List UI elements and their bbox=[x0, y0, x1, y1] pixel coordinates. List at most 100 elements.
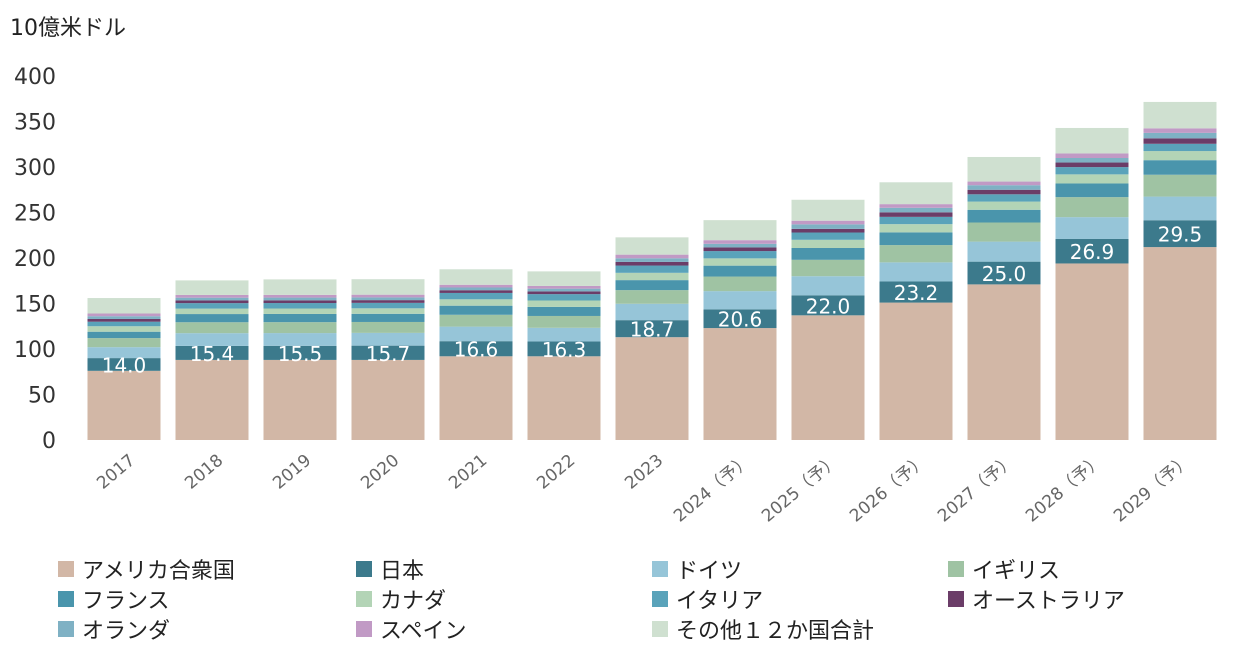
bar-segment bbox=[439, 299, 513, 306]
bar-segment bbox=[1143, 196, 1217, 221]
bar-segment bbox=[439, 305, 513, 315]
bar-segment bbox=[527, 285, 601, 289]
stacked-bar-chart: 10億米ドル 0 50 100 150 200 250 300 350 400 14.0 15.4… bbox=[10, 16, 1217, 527]
bar-segment bbox=[439, 284, 513, 288]
x-tick-label: 2021 bbox=[445, 451, 491, 494]
bar-segment bbox=[879, 212, 953, 217]
y-tick-label: 250 bbox=[14, 202, 56, 227]
data-label: 23.2 bbox=[894, 281, 939, 305]
bar-segment bbox=[791, 315, 865, 440]
bar-segment bbox=[351, 313, 425, 322]
bar-segment bbox=[263, 303, 337, 309]
bar-segment bbox=[351, 297, 425, 301]
data-labels: 14.0 15.4 15.5 15.7 16.6 16.3 18.7 20.6 22.0 23.2… bbox=[102, 223, 1203, 378]
bar-segment bbox=[87, 321, 161, 327]
bar-segment bbox=[703, 240, 777, 244]
bar-segment bbox=[263, 359, 337, 440]
bar-segment bbox=[879, 204, 953, 208]
legend-label: オランダ bbox=[82, 619, 171, 644]
data-label: 18.7 bbox=[630, 318, 675, 342]
data-label: 22.0 bbox=[806, 294, 851, 318]
bar-segment bbox=[439, 314, 513, 327]
bar-segment bbox=[703, 328, 777, 440]
legend-swatch bbox=[948, 561, 964, 577]
bar-segment bbox=[175, 345, 249, 360]
bar-segment bbox=[87, 338, 161, 348]
bar-segment bbox=[791, 295, 865, 316]
bar-segment bbox=[1143, 128, 1217, 133]
bar-segment bbox=[263, 294, 337, 298]
legend-item: オーストラリア bbox=[948, 584, 1125, 614]
legend-item: イギリス bbox=[948, 554, 1060, 584]
bar-segment bbox=[263, 345, 337, 360]
legend-swatch bbox=[356, 591, 372, 607]
bar-segment bbox=[879, 262, 953, 282]
bar-segment bbox=[439, 287, 513, 291]
bar-segment bbox=[87, 298, 161, 314]
bar-segment bbox=[263, 300, 337, 304]
legend-swatch bbox=[948, 591, 964, 607]
bar-segment bbox=[1143, 101, 1217, 129]
bar-segment bbox=[351, 308, 425, 314]
bar-segment bbox=[175, 322, 249, 334]
bar-segment bbox=[1055, 127, 1129, 154]
y-axis-unit-label: 10億米ドル bbox=[10, 16, 126, 41]
legend-label: カナダ bbox=[380, 589, 447, 614]
bar-segment bbox=[967, 189, 1041, 195]
legend-swatch bbox=[356, 621, 372, 637]
bar-segment bbox=[175, 333, 249, 346]
bar-segment bbox=[1143, 160, 1217, 175]
bar-segment bbox=[791, 232, 865, 240]
x-tick-label: 2026（予） bbox=[846, 451, 931, 527]
bar-segment bbox=[439, 290, 513, 293]
bar-segment bbox=[615, 290, 689, 304]
bar-segment bbox=[175, 280, 249, 295]
bar-segment bbox=[1055, 167, 1129, 175]
data-label: 15.5 bbox=[278, 342, 323, 366]
legend-swatch bbox=[58, 561, 74, 577]
bar-segment bbox=[967, 222, 1041, 242]
bar-segment bbox=[527, 300, 601, 307]
bar-segment bbox=[1055, 157, 1129, 163]
bar-segment bbox=[879, 281, 953, 303]
bar-segment bbox=[1055, 217, 1129, 239]
bar-segment bbox=[703, 243, 777, 248]
legend-label: その他１２か国合計 bbox=[676, 619, 875, 644]
x-tick-label: 2022 bbox=[533, 451, 579, 494]
bar-segment bbox=[87, 370, 161, 440]
bar-segment bbox=[175, 294, 249, 298]
bar-segment bbox=[263, 313, 337, 323]
bar-segment bbox=[527, 294, 601, 301]
bar-segment bbox=[1055, 238, 1129, 264]
bar-segment bbox=[615, 258, 689, 262]
bar-segment bbox=[175, 300, 249, 304]
bar-segment bbox=[263, 297, 337, 301]
legend-swatch bbox=[58, 591, 74, 607]
legend-item: フランス bbox=[58, 584, 170, 614]
bar-segment bbox=[1143, 247, 1217, 440]
bar-segment bbox=[615, 237, 689, 255]
bar-segment bbox=[615, 261, 689, 266]
x-tick-label: 2028（予） bbox=[1022, 451, 1107, 527]
legend-item: アメリカ合衆国 bbox=[58, 554, 235, 584]
legend-label: オーストラリア bbox=[972, 589, 1125, 614]
bar-stacks bbox=[87, 101, 1217, 440]
bar-segment bbox=[1055, 153, 1129, 158]
bar-segment bbox=[1055, 162, 1129, 168]
bar-segment bbox=[175, 297, 249, 301]
bar-segment bbox=[967, 241, 1041, 262]
bar-segment bbox=[1143, 220, 1217, 248]
bar-segment bbox=[527, 306, 601, 316]
bar-segment bbox=[879, 302, 953, 440]
bar-segment bbox=[791, 220, 865, 225]
legend-item: スペイン bbox=[356, 614, 466, 644]
bar-segment bbox=[967, 261, 1041, 285]
bar-segment bbox=[967, 209, 1041, 223]
data-label: 16.6 bbox=[454, 338, 499, 362]
x-tick-label: 2024（予） bbox=[670, 451, 755, 527]
bar-segment bbox=[527, 341, 601, 357]
bar-segment bbox=[703, 265, 777, 277]
bar-segment bbox=[879, 232, 953, 246]
bar-segment bbox=[263, 322, 337, 334]
